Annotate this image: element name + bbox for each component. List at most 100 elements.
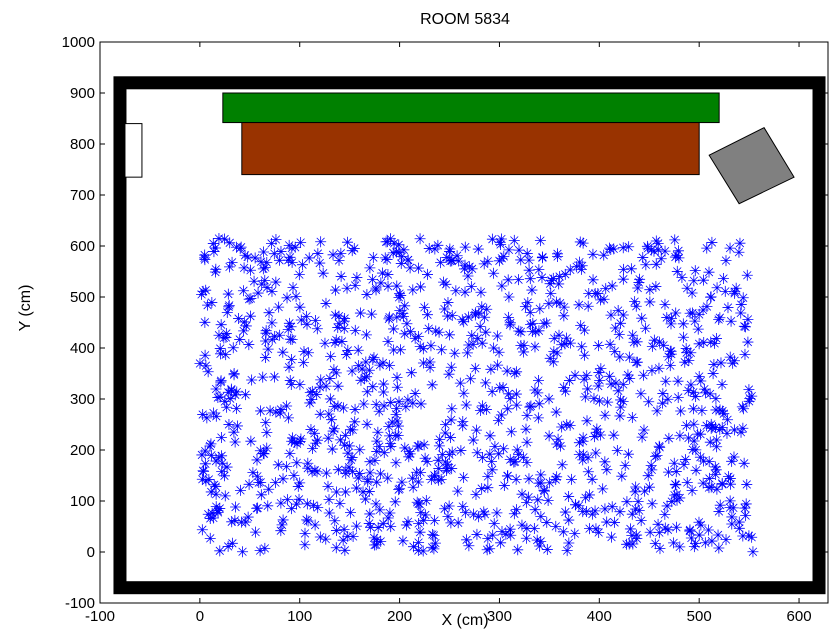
data-point (521, 410, 533, 422)
data-point (569, 369, 581, 381)
data-point (327, 249, 339, 261)
data-point (664, 345, 676, 357)
data-point (320, 467, 332, 479)
data-point (307, 499, 319, 511)
data-point (650, 235, 662, 247)
data-point (239, 249, 251, 261)
data-point (700, 387, 712, 399)
data-point (446, 310, 458, 322)
axes-frame (99, 41, 829, 604)
data-point (213, 329, 225, 341)
data-point (724, 478, 736, 490)
data-point (581, 415, 593, 427)
data-point (530, 326, 542, 338)
data-point (290, 290, 302, 302)
data-point (504, 319, 516, 331)
data-point (633, 276, 645, 288)
data-point (414, 498, 426, 510)
data-point (471, 447, 483, 459)
data-point (260, 335, 272, 347)
x-axis-ticks: -100 0 100 200 300 400 500 600 (85, 42, 812, 625)
data-point (433, 440, 445, 452)
data-point (534, 303, 546, 315)
data-point (388, 323, 400, 335)
data-point (404, 326, 416, 338)
data-point (334, 497, 346, 509)
data-point (625, 263, 637, 275)
data-point (359, 372, 371, 384)
data-point (364, 456, 376, 468)
data-point (375, 468, 387, 480)
data-point (635, 515, 647, 527)
data-point (360, 356, 372, 368)
data-point (391, 402, 403, 414)
data-point (703, 482, 715, 494)
data-point (390, 429, 402, 441)
data-point (329, 337, 341, 349)
data-point (298, 357, 310, 369)
data-point (609, 322, 621, 334)
data-point (684, 524, 696, 536)
data-point (706, 535, 718, 547)
y-tick-label: 500 (70, 289, 95, 306)
data-point (339, 544, 351, 556)
data-point (644, 296, 656, 308)
data-point (677, 318, 689, 330)
data-point (222, 288, 234, 300)
data-point (354, 444, 366, 456)
data-point (363, 364, 375, 376)
data-point (256, 278, 268, 290)
data-point (441, 463, 453, 475)
data-point (367, 252, 379, 264)
data-point (262, 500, 274, 512)
data-point (333, 310, 345, 322)
data-point (511, 444, 523, 456)
data-point (418, 439, 430, 451)
data-point (314, 257, 326, 269)
data-point (494, 382, 506, 394)
data-point (638, 424, 650, 436)
data-point (349, 279, 361, 291)
data-point (740, 510, 752, 522)
data-point (210, 410, 222, 422)
data-point (224, 393, 236, 405)
data-point (306, 466, 318, 478)
data-point (359, 493, 371, 505)
data-point (401, 318, 413, 330)
data-point (533, 264, 545, 276)
data-point (518, 339, 530, 351)
data-point (324, 393, 336, 405)
data-point (343, 461, 355, 473)
data-point (407, 541, 419, 553)
data-point (669, 478, 681, 490)
data-point (240, 320, 252, 332)
data-point (688, 435, 700, 447)
data-point (688, 541, 700, 553)
data-point (391, 381, 403, 393)
data-point (314, 408, 326, 420)
data-point (654, 441, 666, 453)
data-point (739, 321, 751, 333)
data-point (631, 356, 643, 368)
data-point (216, 465, 228, 477)
data-point (518, 346, 530, 358)
data-point (556, 459, 568, 471)
data-point (707, 368, 719, 380)
data-point (577, 454, 589, 466)
data-point (675, 405, 687, 417)
data-point (543, 298, 555, 310)
data-point (643, 396, 655, 408)
data-point (624, 523, 636, 535)
data-point (330, 334, 342, 346)
data-point (708, 358, 720, 370)
data-point (593, 366, 605, 378)
data-point (255, 256, 267, 268)
data-point (536, 272, 548, 284)
data-point (384, 359, 396, 371)
data-point (627, 538, 639, 550)
data-point (617, 273, 629, 285)
data-point (409, 388, 421, 400)
data-point (310, 437, 322, 449)
data-point (428, 529, 440, 541)
data-point (465, 281, 477, 293)
